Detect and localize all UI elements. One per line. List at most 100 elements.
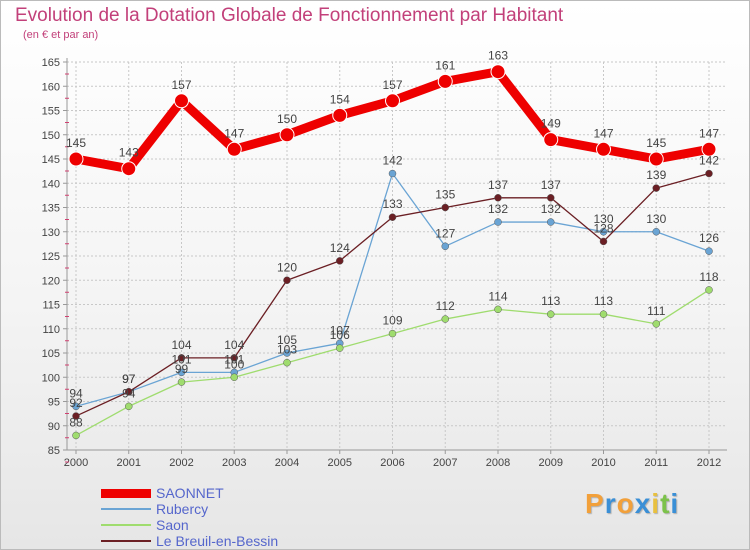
y-tick-label: 100 — [42, 372, 60, 384]
data-label-saonnet: 147 — [224, 126, 244, 140]
point-rubercy — [441, 242, 449, 251]
legend-item-saon: Saon — [101, 517, 278, 533]
data-label-le-breuil-en-bessin: 137 — [488, 178, 508, 192]
data-label-saonnet: 145 — [646, 136, 666, 150]
point-saon — [494, 305, 502, 314]
point-le-breuil-en-bessin — [125, 388, 133, 396]
data-label-rubercy: 142 — [382, 154, 402, 168]
data-label-rubercy: 126 — [699, 231, 719, 245]
data-label-saon: 94 — [122, 386, 136, 400]
point-saonnet — [68, 151, 84, 167]
x-tick-label: 2009 — [539, 457, 563, 469]
point-rubercy — [494, 218, 502, 226]
x-tick-label: 2004 — [275, 457, 299, 469]
data-label-le-breuil-en-bessin: 104 — [224, 338, 244, 352]
data-label-saon: 106 — [330, 328, 350, 342]
point-le-breuil-en-bessin — [547, 194, 555, 202]
legend-label-saonnet: SAONNET — [156, 485, 224, 501]
legend-item-saonnet: SAONNET — [101, 485, 278, 501]
point-saonnet — [701, 141, 717, 157]
x-tick-label: 2010 — [591, 457, 615, 469]
point-le-breuil-en-bessin — [652, 184, 660, 192]
data-label-saonnet: 143 — [119, 146, 139, 160]
data-label-saon: 114 — [488, 289, 507, 303]
logo-letter: i — [651, 488, 661, 519]
logo-letter: r — [604, 488, 617, 519]
data-label-rubercy: 97 — [122, 372, 136, 386]
point-rubercy — [283, 349, 291, 357]
point-rubercy — [388, 169, 397, 178]
y-tick-label: 135 — [42, 203, 60, 215]
logo-letter: i — [670, 488, 680, 519]
point-saonnet — [385, 93, 400, 109]
point-saonnet — [226, 141, 242, 157]
data-label-rubercy: 101 — [224, 352, 244, 366]
data-label-saonnet: 147 — [699, 126, 719, 140]
point-le-breuil-en-bessin — [336, 257, 344, 265]
point-saonnet — [648, 151, 664, 167]
data-label-saonnet: 163 — [488, 49, 508, 63]
data-label-le-breuil-en-bessin: 137 — [541, 178, 561, 192]
point-le-breuil-en-bessin — [283, 276, 291, 284]
point-rubercy — [72, 402, 80, 411]
point-rubercy — [177, 368, 186, 377]
x-tick-label: 2001 — [117, 457, 141, 469]
y-tick-label: 140 — [42, 178, 60, 190]
point-le-breuil-en-bessin — [705, 169, 713, 178]
point-le-breuil-en-bessin — [72, 412, 80, 420]
point-le-breuil-en-bessin — [388, 213, 397, 221]
y-tick-label: 105 — [42, 348, 60, 360]
point-saonnet — [596, 141, 611, 157]
series-layer — [68, 64, 717, 440]
y-tick-label: 120 — [42, 275, 60, 287]
point-saon — [336, 344, 344, 352]
data-label-le-breuil-en-bessin: 128 — [593, 221, 613, 235]
data-label-le-breuil-en-bessin: 97 — [122, 372, 136, 386]
point-rubercy — [547, 218, 555, 226]
point-le-breuil-en-bessin — [441, 203, 449, 212]
legend-label-le-breuil-en-bessin: Le Breuil-en-Bessin — [156, 533, 279, 549]
point-saon — [283, 358, 291, 367]
x-tick-label: 2008 — [486, 457, 510, 469]
data-label-rubercy: 94 — [69, 386, 83, 400]
point-saon — [388, 329, 397, 338]
x-tick-label: 2006 — [380, 457, 404, 469]
data-label-rubercy: 101 — [171, 352, 191, 366]
y-tick-label: 115 — [42, 300, 60, 312]
point-saon — [72, 431, 80, 440]
data-label-saonnet: 150 — [277, 112, 297, 126]
data-label-rubercy: 107 — [330, 323, 350, 337]
data-label-saon: 88 — [69, 415, 83, 429]
point-le-breuil-en-bessin — [230, 354, 238, 362]
y-tick-label: 95 — [48, 397, 60, 409]
point-saon — [230, 373, 238, 381]
y-tick-label: 85 — [48, 445, 60, 457]
data-label-le-breuil-en-bessin: 135 — [435, 188, 455, 202]
grid-layer — [67, 61, 727, 451]
point-saon — [705, 286, 713, 294]
data-label-le-breuil-en-bessin: 142 — [699, 154, 719, 168]
data-label-rubercy: 130 — [593, 212, 613, 226]
logo-letter: o — [616, 488, 635, 519]
y-tick-label: 125 — [42, 251, 60, 263]
logo-letter: t — [660, 488, 671, 519]
data-label-saonnet: 161 — [435, 58, 455, 72]
legend-swatch-le-breuil-en-bessin — [101, 540, 151, 542]
data-label-rubercy: 130 — [646, 212, 666, 226]
point-le-breuil-en-bessin — [177, 354, 186, 362]
data-label-le-breuil-en-bessin: 133 — [382, 197, 402, 211]
data-label-saon: 113 — [541, 294, 560, 308]
point-saon — [125, 402, 133, 411]
x-tick-label: 2012 — [697, 457, 721, 469]
x-tick-label: 2011 — [644, 457, 668, 469]
data-label-le-breuil-en-bessin: 139 — [646, 168, 666, 182]
axis-layer: 85 90 95 100 105 110 115 120 125 130 135 140 145 150 1… — [42, 57, 727, 469]
data-label-le-breuil-en-bessin: 92 — [69, 396, 83, 410]
point-le-breuil-en-bessin — [494, 194, 502, 202]
point-le-breuil-en-bessin — [599, 237, 608, 246]
y-tick-label: 160 — [42, 81, 60, 93]
point-saonnet — [174, 93, 189, 109]
point-saonnet — [543, 132, 559, 148]
data-label-le-breuil-en-bessin: 124 — [330, 241, 350, 255]
